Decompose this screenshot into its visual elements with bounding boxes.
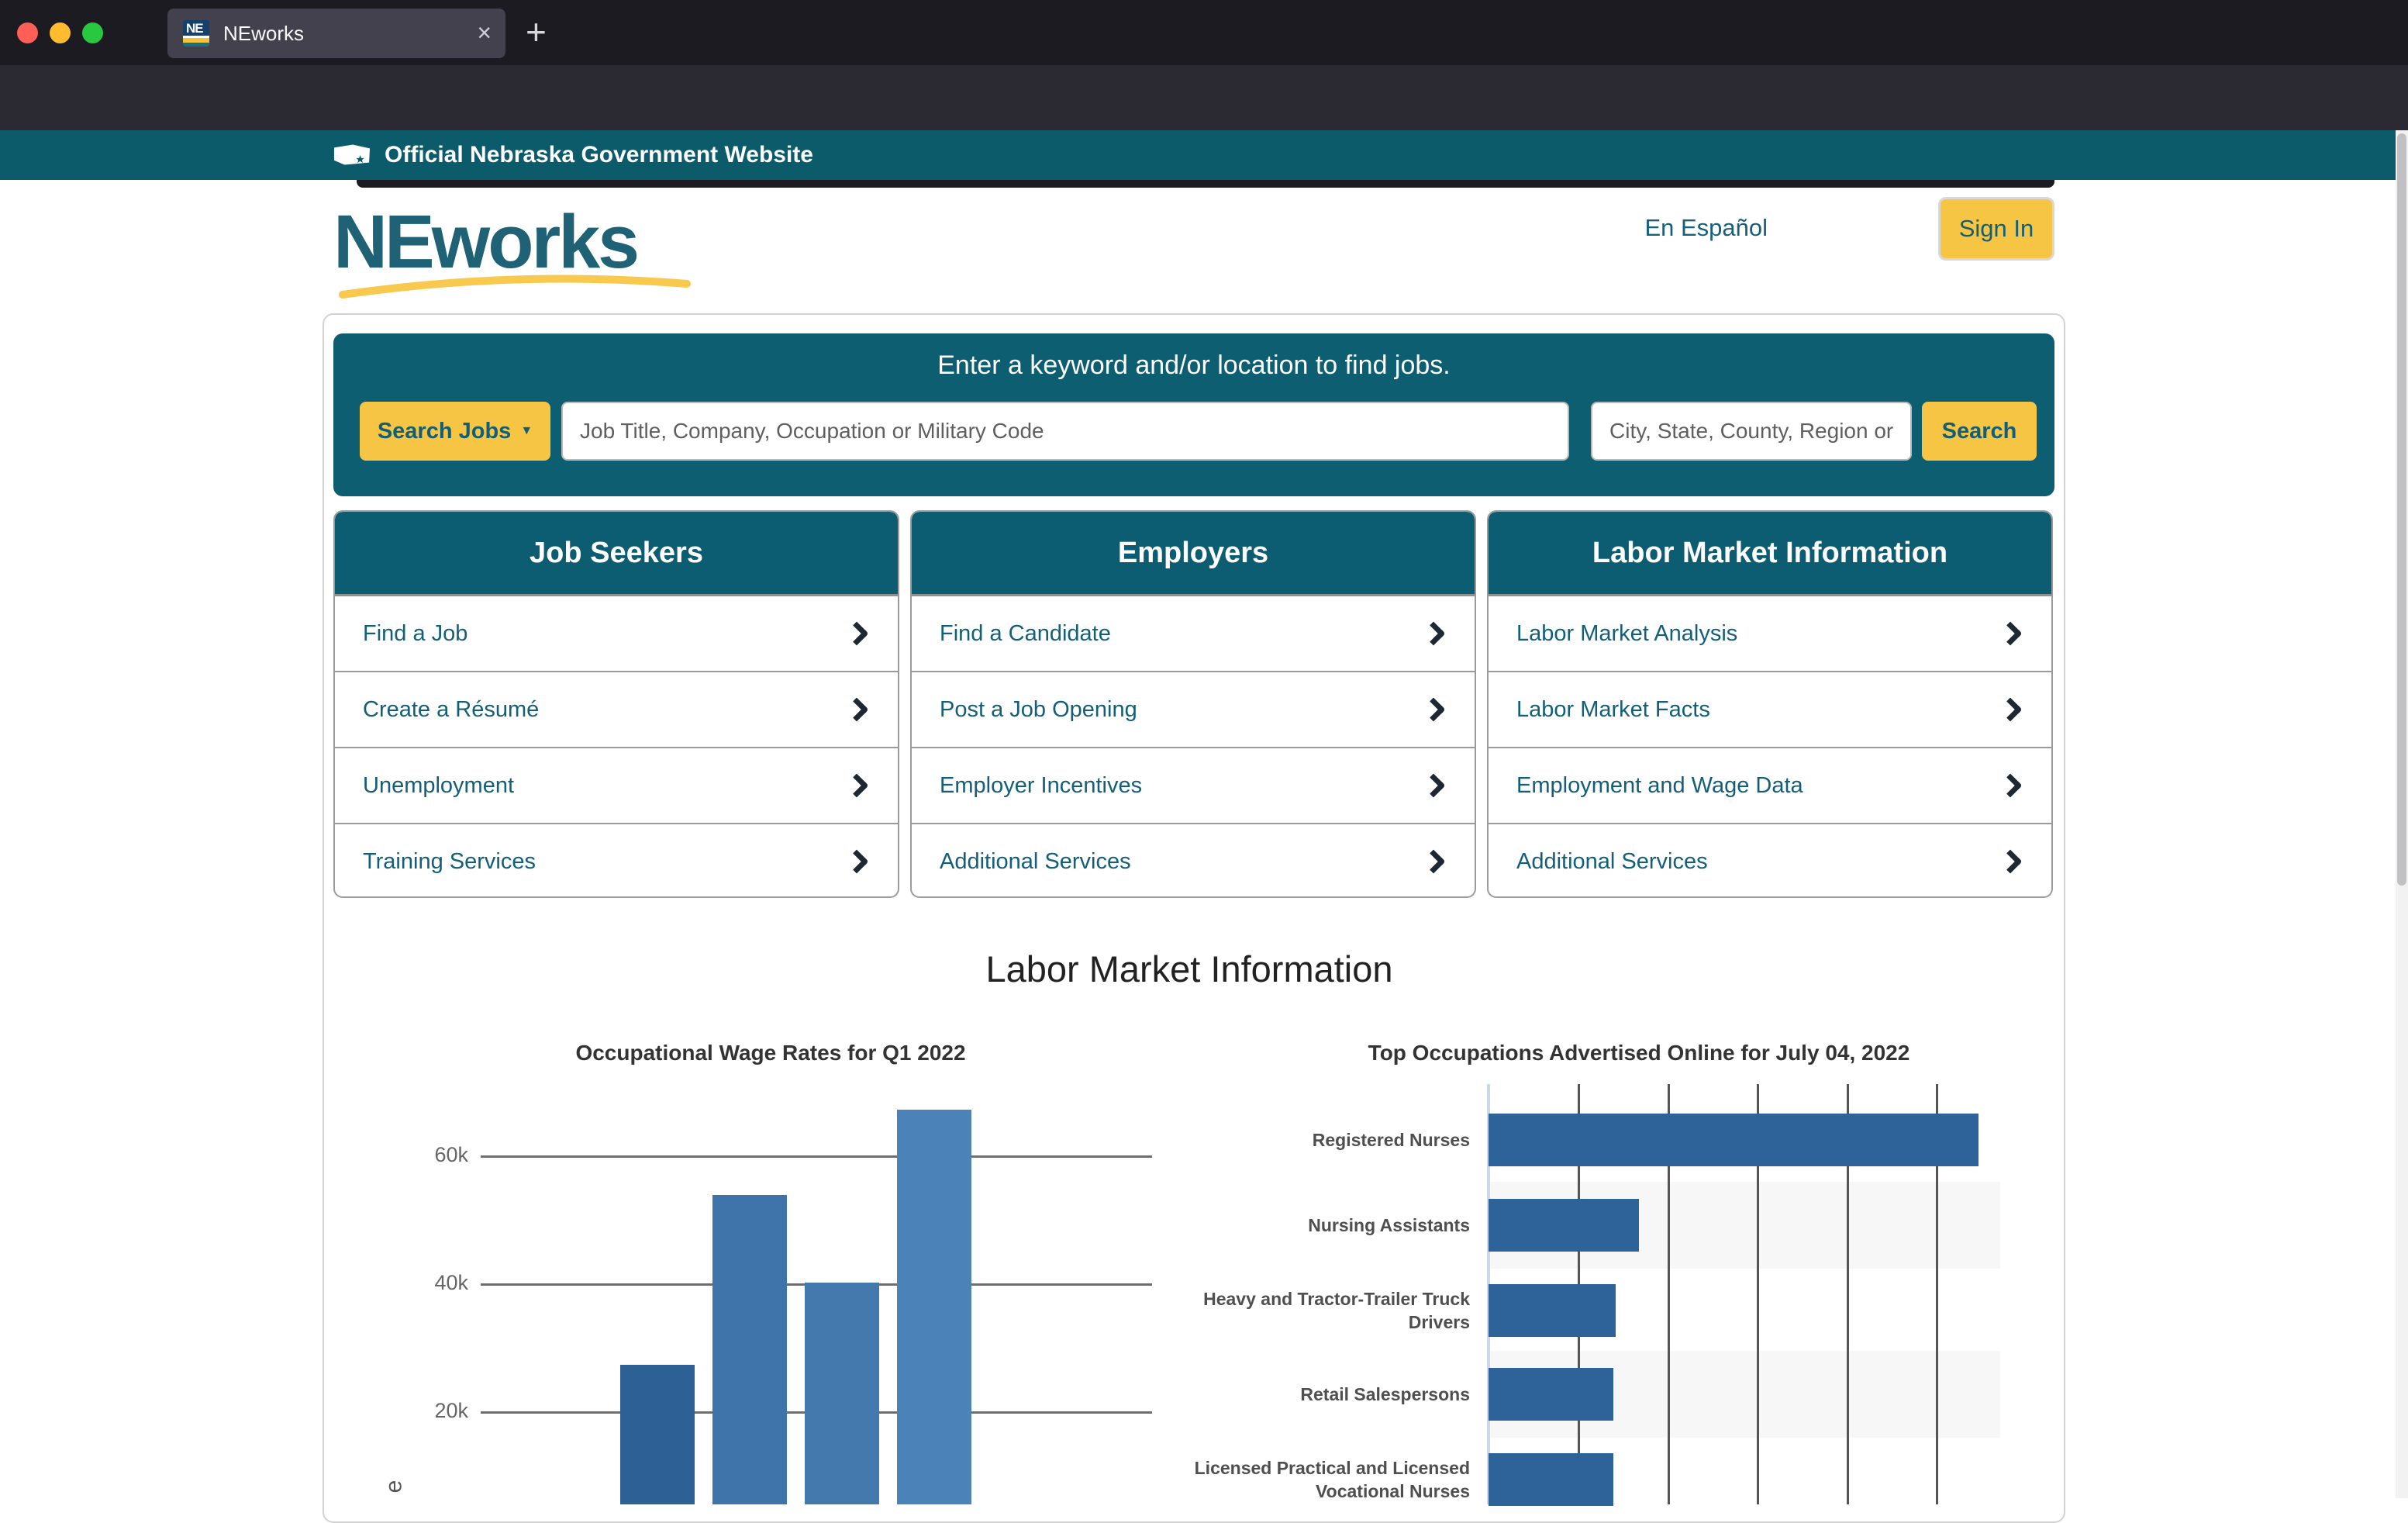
chevron-right-icon [1998,849,2023,874]
card-link-employer-incentives[interactable]: Employer Incentives [912,748,1475,824]
chevron-right-icon [1421,773,1446,798]
search-button[interactable]: Search [1922,402,2037,461]
y-axis-label-fragment: e [381,1480,407,1494]
chevron-right-icon [1421,621,1446,646]
official-banner-text: Official Nebraska Government Website [385,142,813,167]
search-type-dropdown[interactable]: Search Jobs ▼ [360,402,550,461]
chevron-right-icon [844,773,869,798]
new-tab-button[interactable]: + [526,12,547,52]
card-link-employment-and-wage-data[interactable]: Employment and Wage Data [1489,748,2051,824]
neworks-favicon: NE [183,20,209,47]
card-link-training-services[interactable]: Training Services [335,824,898,896]
chevron-down-icon: ▼ [520,424,533,437]
favicon-text: NE [186,21,204,36]
card-link-unemployment[interactable]: Unemployment [335,748,898,824]
neworks-logo[interactable]: NEworks [333,199,640,284]
card-link-create-a-resume[interactable]: Create a Résumé [335,672,898,748]
official-banner: Official Nebraska Government Website [0,130,2396,180]
nebraska-state-icon [333,142,371,172]
scrollbar-thumb[interactable] [2397,133,2406,886]
chevron-right-icon [844,697,869,722]
card-link-labor-market-analysis[interactable]: Labor Market Analysis [1489,596,2051,672]
card-link-labor-market-facts[interactable]: Labor Market Facts [1489,672,2051,748]
sign-in-button[interactable]: Sign In [1938,197,2054,261]
card-labor-market-information: Labor Market Information Labor Market An… [1487,510,2053,898]
chevron-right-icon [1998,697,2023,722]
search-panel-title: Enter a keyword and/or location to find … [937,351,1451,380]
keyword-input[interactable] [561,402,1569,461]
card-job-seekers: Job Seekers Find a Job Create a Résumé U… [333,510,899,898]
occupations-chart-title: Top Occupations Advertised Online for Ju… [1368,1041,1910,1065]
card-link-post-a-job-opening[interactable]: Post a Job Opening [912,672,1475,748]
chevron-right-icon [1998,773,2023,798]
chevron-right-icon [1998,621,2023,646]
card-employers: Employers Find a Candidate Post a Job Op… [910,510,1476,898]
chevron-right-icon [1421,849,1446,874]
card-link-additional-services[interactable]: Additional Services [1489,824,2051,896]
chevron-right-icon [844,849,869,874]
tab-close-icon[interactable]: × [477,19,492,47]
macos-maximize-button[interactable] [82,22,103,43]
browser-toolbar: https://neworks.nebraska.gov/vosnet/Defa… [0,65,2408,188]
language-link[interactable]: En Español [1644,214,1768,241]
wage-chart-title: Occupational Wage Rates for Q1 2022 [575,1041,966,1065]
job-search-panel: Enter a keyword and/or location to find … [333,333,2054,496]
chevron-right-icon [844,621,869,646]
chevron-right-icon [1421,697,1446,722]
location-input[interactable] [1591,402,1912,461]
macos-close-button[interactable] [17,22,38,43]
card-title: Job Seekers [335,512,898,596]
card-link-additional-services[interactable]: Additional Services [912,824,1475,896]
browser-tab[interactable]: NE NEworks × [167,9,505,58]
card-link-find-a-job[interactable]: Find a Job [335,596,898,672]
tab-title: NEworks [223,22,305,45]
card-title: Labor Market Information [1489,512,2051,596]
section-heading: Labor Market Information [985,948,1393,989]
macos-minimize-button[interactable] [50,22,71,43]
card-link-find-a-candidate[interactable]: Find a Candidate [912,596,1475,672]
logo-swoosh [339,275,691,299]
card-title: Employers [912,512,1475,596]
browser-titlebar: NE NEworks × + [0,0,2408,65]
